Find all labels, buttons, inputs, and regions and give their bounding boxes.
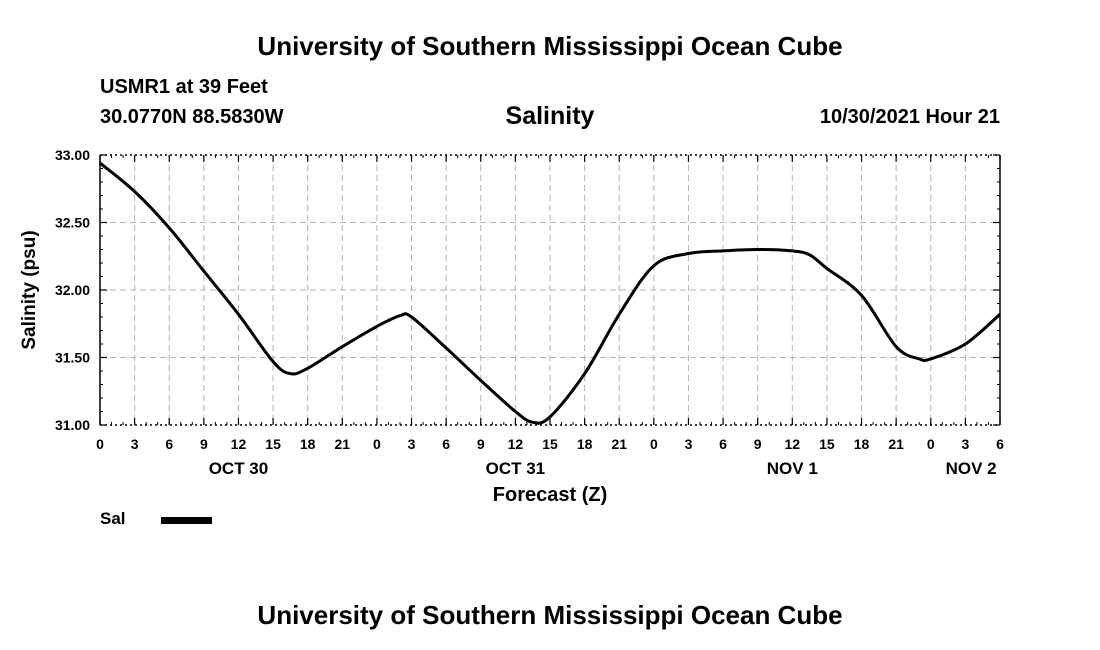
day-label: NOV 1 (767, 459, 818, 478)
x-axis-label: Forecast (Z) (493, 484, 607, 506)
forecast-timestamp: 10/30/2021 Hour 21 (819, 106, 1000, 128)
y-tick-label: 33.00 (55, 147, 90, 163)
x-tick-label: 3 (685, 436, 693, 452)
x-tick-label: 15 (542, 436, 558, 452)
station-label: USMR1 at 39 Feet (100, 76, 268, 98)
y-tick-label: 31.50 (55, 350, 90, 366)
x-tick-label: 3 (131, 436, 139, 452)
x-tick-label: 15 (819, 436, 835, 452)
x-tick-label: 3 (408, 436, 416, 452)
x-tick-label: 6 (719, 436, 727, 452)
x-tick-label: 9 (200, 436, 208, 452)
x-tick-label: 18 (577, 436, 593, 452)
series-layer (99, 161, 1001, 425)
x-tick-label: 9 (477, 436, 485, 452)
legend-swatch (161, 517, 212, 524)
y-tick-label: 32.50 (55, 215, 90, 231)
x-tick-label: 12 (508, 436, 524, 452)
x-tick-label: 18 (300, 436, 316, 452)
station-coordinates: 30.0770N 88.5830W (100, 106, 284, 128)
x-tick-label: 6 (442, 436, 450, 452)
x-tick-label: 0 (650, 436, 658, 452)
x-tick-label: 21 (335, 436, 351, 452)
legend-label: Sal (100, 509, 126, 528)
x-tick-label: 0 (373, 436, 381, 452)
day-label: OCT 30 (209, 459, 269, 478)
grid-lines (100, 155, 1000, 425)
x-tick-label: 21 (611, 436, 627, 452)
x-tick-label: 0 (927, 436, 935, 452)
x-tick-label: 3 (961, 436, 969, 452)
page-title-top: University of Southern Mississippi Ocean… (257, 31, 843, 61)
tick-labels: 31.00 31.50 32.00 32.50 33.00 0 3 6 9 12 15 18 21 0 3 6… (55, 147, 1004, 478)
x-tick-label: 12 (231, 436, 247, 452)
y-tick-label: 32.00 (55, 282, 90, 298)
axes (99, 154, 1001, 426)
day-label: NOV 2 (946, 459, 997, 478)
page-title-bottom: University of Southern Mississippi Ocean… (257, 600, 843, 630)
x-tick-label: 21 (888, 436, 904, 452)
x-tick-label: 0 (96, 436, 104, 452)
x-tick-label: 9 (754, 436, 762, 452)
chart-title: Salinity (505, 102, 595, 130)
y-tick-label: 31.00 (55, 417, 90, 433)
x-tick-label: 12 (785, 436, 801, 452)
series-line-sal (99, 161, 1001, 425)
x-tick-label: 6 (165, 436, 173, 452)
day-label: OCT 31 (486, 459, 546, 478)
x-tick-label: 15 (265, 436, 281, 452)
x-tick-label: 6 (996, 436, 1004, 452)
x-tick-label: 18 (854, 436, 870, 452)
y-axis-label: Salinity (psu) (19, 230, 40, 349)
